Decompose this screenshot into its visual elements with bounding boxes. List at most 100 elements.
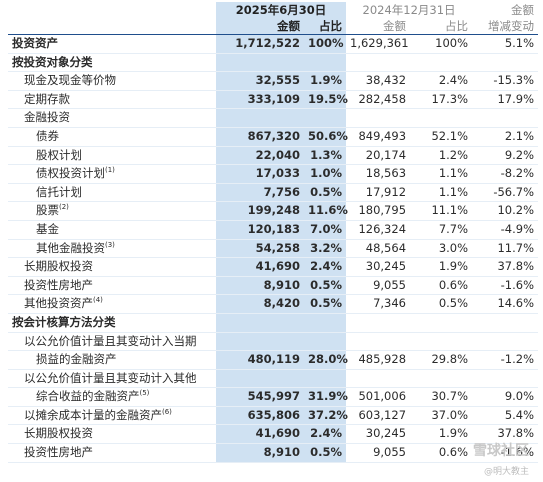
table-row: 按会计核算方法分类: [8, 313, 539, 333]
empty-cell: [346, 313, 411, 333]
value-cell: 41,690: [216, 257, 304, 277]
empty-cell: [410, 313, 473, 333]
value-cell: 2.4%: [304, 257, 347, 277]
row-label: 投资性房地产: [24, 277, 93, 292]
row-label-cell: 债券: [8, 127, 216, 147]
value-cell: 52.1%: [410, 127, 473, 147]
footnote-mark: (5): [139, 389, 150, 398]
empty-cell: [346, 332, 411, 352]
value-cell: 120,183: [216, 220, 304, 240]
row-label: 综合收益的金融资产: [36, 389, 140, 404]
empty-cell: [216, 332, 304, 352]
row-label-cell: 投资性房地产: [8, 443, 216, 463]
value-cell: 8,910: [216, 276, 304, 296]
table-body: 投资资产 1,712,522 100% 1,629,361 100% 5.1% 按投资对象分…: [8, 34, 539, 463]
empty-cell: [216, 313, 304, 333]
blank: [8, 2, 216, 18]
value-cell: 17,033: [216, 164, 304, 184]
column-header: 占比: [304, 18, 347, 35]
empty-cell: [472, 53, 539, 73]
table-row: 按投资对象分类: [8, 53, 539, 73]
row-label-cell: 以公允价值计量且其变动计入当期: [8, 332, 216, 352]
value-cell: 37.0%: [410, 406, 473, 426]
value-cell: 100%: [304, 34, 347, 54]
value-cell: 31.9%: [304, 387, 348, 407]
value-cell: 603,127: [346, 406, 411, 426]
row-label-cell: 基金: [8, 220, 216, 240]
column-header: 金额: [346, 18, 411, 35]
period-current: 2025年6月30日: [216, 2, 347, 18]
value-cell: 5.1%: [472, 34, 539, 54]
empty-cell: [216, 369, 304, 389]
value-cell: 480,119: [216, 350, 304, 370]
row-label-cell: 其他金融投资(3): [8, 239, 216, 259]
value-cell: 282,458: [346, 90, 411, 110]
row-label: 按投资对象分类: [12, 54, 93, 69]
row-label: 基金: [36, 221, 59, 236]
value-cell: 333,109: [216, 90, 304, 110]
investment-table: 2025年6月30日 2024年12月31日 金额 金额 占比 金额 占比 增减…: [8, 2, 539, 463]
row-label-cell: 其他投资资产(4): [8, 294, 216, 314]
table-row: 债权投资计划(1) 17,033 1.0% 18,563 1.1% -8.2%: [8, 164, 539, 184]
empty-cell: [472, 332, 539, 352]
empty-cell: [216, 108, 304, 128]
value-cell: -1.6%: [472, 276, 539, 296]
row-label-cell: 投资性房地产: [8, 276, 216, 296]
value-cell: 38,432: [346, 71, 411, 91]
value-cell: 7.7%: [410, 220, 473, 240]
column-header: 金额: [216, 18, 304, 35]
watermark: 雪球社区 @明大教主: [473, 440, 529, 477]
value-cell: 54,258: [216, 239, 304, 259]
value-cell: 9,055: [346, 276, 411, 296]
empty-cell: [346, 53, 411, 73]
value-cell: 30,245: [346, 424, 411, 445]
value-cell: 3.2%: [304, 239, 347, 259]
value-cell: 485,928: [346, 350, 411, 370]
value-cell: 7,346: [346, 294, 411, 314]
value-cell: 100%: [410, 34, 473, 54]
table-row: 其他金融投资(3) 54,258 3.2% 48,564 3.0% 11.7%: [8, 239, 539, 259]
table-row: 定期存款 333,109 19.5% 282,458 17.3% 17.9%: [8, 90, 539, 110]
empty-cell: [346, 108, 411, 128]
row-label: 金融投资: [24, 110, 70, 125]
table-row: 现金及现金等价物 32,555 1.9% 38,432 2.4% -15.3%: [8, 71, 539, 91]
value-cell: 17.3%: [410, 90, 473, 110]
row-label-cell: 债权投资计划(1): [8, 164, 216, 184]
row-label: 债券: [36, 128, 59, 143]
table-row: 投资性房地产 8,910 0.5% 9,055 0.6% -1.6%: [8, 276, 539, 296]
row-label: 以摊余成本计量的金融资产: [24, 407, 162, 422]
value-cell: 0.5%: [304, 294, 347, 314]
table-row: 股权计划 22,040 1.3% 20,174 1.2% 9.2%: [8, 146, 539, 166]
value-cell: 126,324: [346, 220, 411, 240]
value-cell: 7.0%: [304, 220, 347, 240]
row-label-cell: 信托计划: [8, 183, 216, 203]
value-cell: 1.0%: [304, 164, 347, 184]
empty-cell: [304, 369, 347, 389]
table-row: 综合收益的金融资产(5) 545,997 31.9% 501,006 30.7% 9.0%: [8, 387, 539, 407]
footnote-mark: (6): [162, 408, 172, 417]
value-cell: 18,563: [346, 164, 411, 184]
row-label-cell: 长期股权投资: [8, 257, 216, 277]
table-row: 基金 120,183 7.0% 126,324 7.7% -4.9%: [8, 220, 539, 240]
row-label: 按会计核算方法分类: [12, 314, 116, 329]
blank: [8, 18, 216, 35]
row-label: 以公允价值计量且其变动计入其他: [24, 370, 197, 385]
value-cell: 30.7%: [410, 387, 473, 407]
row-label-cell: 股票(2): [8, 201, 216, 221]
value-cell: 501,006: [346, 387, 411, 407]
value-cell: 0.5%: [304, 183, 347, 203]
row-label-cell: 股权计划: [8, 146, 216, 166]
table-row: 投资资产 1,712,522 100% 1,629,361 100% 5.1%: [8, 34, 539, 54]
value-cell: 7,756: [216, 183, 304, 203]
value-cell: 32,555: [216, 71, 304, 91]
value-cell: 48,564: [346, 239, 411, 259]
value-cell: -56.7%: [472, 183, 539, 203]
value-cell: 17.9%: [472, 90, 539, 110]
row-label-cell: 按投资对象分类: [8, 53, 216, 73]
row-label-cell: 综合收益的金融资产(5): [8, 387, 216, 407]
value-cell: 1.1%: [410, 183, 473, 203]
row-label-cell: 损益的金融资产: [8, 350, 216, 370]
row-label: 其他金融投资: [36, 240, 105, 255]
value-cell: 10.2%: [472, 201, 539, 221]
row-label: 信托计划: [36, 184, 82, 199]
